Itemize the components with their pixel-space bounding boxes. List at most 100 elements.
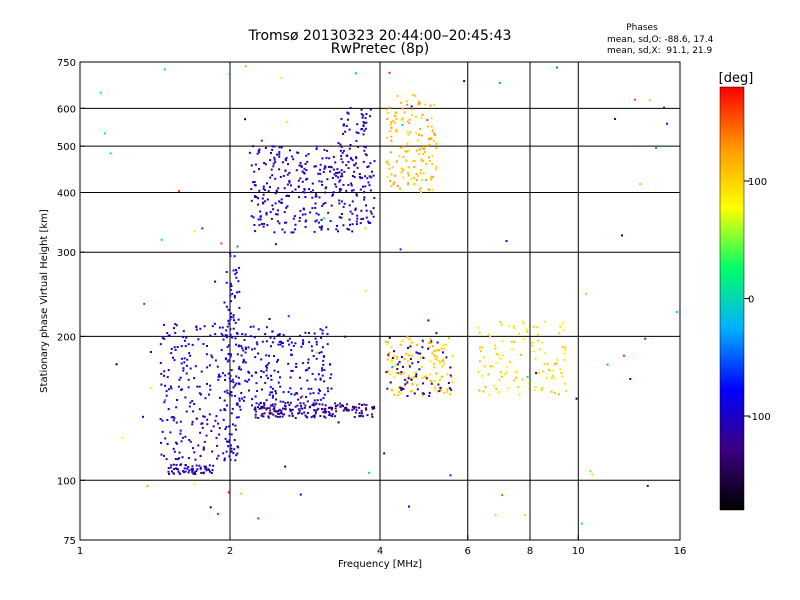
data-point	[268, 393, 271, 396]
data-point	[175, 324, 178, 327]
data-point	[232, 452, 235, 455]
data-point	[324, 201, 327, 204]
data-point	[355, 406, 358, 409]
data-point	[389, 373, 391, 376]
data-point	[431, 129, 434, 132]
data-point	[229, 374, 232, 377]
data-point	[546, 363, 549, 366]
data-point	[663, 106, 665, 109]
data-point	[346, 403, 349, 406]
data-point	[281, 415, 284, 418]
data-point	[236, 353, 239, 356]
data-point	[191, 471, 194, 474]
data-point	[299, 396, 302, 399]
data-point	[271, 330, 274, 333]
data-point	[321, 367, 324, 370]
data-point	[270, 378, 273, 381]
data-point	[289, 410, 292, 412]
data-point	[411, 389, 414, 392]
data-point	[177, 385, 180, 388]
data-point	[406, 142, 409, 145]
data-point	[644, 337, 647, 340]
data-point	[324, 410, 327, 413]
data-point	[521, 378, 524, 381]
data-point	[435, 147, 438, 150]
data-point	[541, 387, 544, 390]
data-point	[339, 179, 342, 182]
data-point	[419, 191, 422, 194]
data-point	[347, 167, 350, 170]
data-point	[389, 123, 392, 126]
data-point	[512, 325, 515, 328]
data-point	[247, 370, 250, 373]
data-point	[481, 346, 484, 349]
data-point	[436, 390, 439, 393]
data-point	[500, 375, 503, 378]
data-point	[208, 464, 211, 467]
data-point	[450, 366, 453, 369]
data-point	[306, 177, 309, 180]
data-point	[288, 195, 290, 197]
data-point	[201, 426, 204, 429]
data-point	[449, 393, 452, 396]
data-point	[306, 160, 309, 163]
data-point	[226, 392, 229, 394]
data-point	[318, 388, 320, 391]
data-point	[238, 266, 240, 269]
data-point	[322, 171, 325, 173]
data-point	[400, 171, 403, 174]
data-point	[238, 383, 241, 385]
data-point	[225, 358, 228, 361]
data-point	[198, 464, 201, 467]
data-point	[371, 170, 373, 173]
data-point	[278, 340, 281, 343]
data-point	[230, 312, 232, 315]
data-point	[386, 387, 389, 390]
data-point	[369, 108, 372, 111]
y-tick-label: 600	[57, 104, 76, 115]
data-point	[354, 411, 357, 414]
data-point	[358, 406, 361, 409]
data-point	[178, 457, 181, 460]
x-tick-label: 2	[227, 546, 233, 557]
data-point	[234, 428, 237, 431]
data-point	[365, 204, 367, 207]
data-point	[256, 152, 259, 155]
data-point	[348, 204, 351, 207]
data-point	[329, 165, 332, 168]
data-point	[437, 383, 440, 386]
data-point	[278, 146, 281, 149]
data-point	[409, 358, 412, 360]
data-point	[363, 122, 366, 125]
data-point	[308, 332, 310, 334]
data-point	[430, 340, 433, 343]
data-point	[314, 378, 317, 381]
data-point	[227, 372, 230, 375]
data-point	[442, 351, 444, 354]
data-point	[219, 396, 221, 399]
data-point	[285, 221, 288, 224]
data-point	[415, 373, 418, 376]
data-point	[411, 362, 414, 365]
data-point	[180, 362, 183, 365]
data-point	[226, 334, 229, 337]
data-point	[265, 374, 268, 377]
data-point	[232, 381, 235, 384]
data-point	[272, 387, 274, 390]
data-point	[431, 154, 434, 157]
data-point	[355, 139, 358, 142]
data-point	[243, 360, 245, 363]
data-point	[544, 320, 546, 323]
data-point	[314, 206, 317, 209]
data-point	[509, 361, 511, 363]
data-point	[193, 483, 196, 486]
data-point	[362, 160, 365, 163]
data-point	[396, 95, 399, 97]
data-point	[317, 221, 320, 224]
data-point	[419, 352, 422, 355]
data-point	[331, 406, 334, 409]
data-point	[260, 370, 263, 372]
data-point	[260, 388, 263, 391]
data-point	[234, 384, 237, 387]
data-point	[226, 360, 229, 363]
